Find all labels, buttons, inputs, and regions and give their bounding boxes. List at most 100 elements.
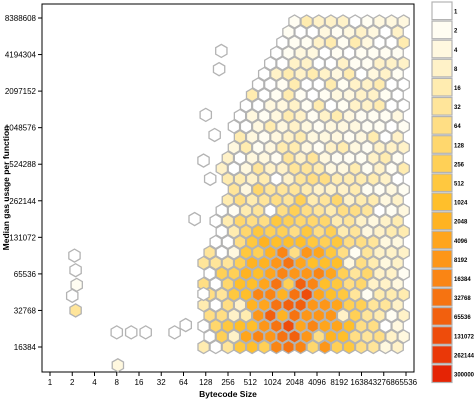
hex-cell xyxy=(306,171,320,187)
hex-cell xyxy=(385,140,398,155)
legend-swatch xyxy=(431,345,453,364)
legend-swatch xyxy=(431,230,453,250)
hex-cell xyxy=(300,56,313,71)
hex-cell xyxy=(361,266,374,281)
hex-cell xyxy=(209,297,223,313)
hex-cell xyxy=(276,224,289,239)
y-axis-title: Median gas usage per function xyxy=(1,126,11,251)
hex-cell xyxy=(373,224,386,239)
hex-cell xyxy=(318,213,332,229)
hex-cell xyxy=(318,150,332,166)
hex-cell xyxy=(294,318,307,334)
hex-cell xyxy=(348,98,362,113)
hex-cell xyxy=(221,318,235,334)
hex-cell xyxy=(379,171,392,187)
hex-cell xyxy=(391,171,404,187)
x-tick-label: 512 xyxy=(244,378,258,387)
hex-cell xyxy=(215,245,229,260)
hex-cell xyxy=(199,107,213,123)
hex-cell xyxy=(282,108,295,124)
hex-cell xyxy=(391,234,404,250)
y-tick-label: 262144 xyxy=(9,197,36,206)
hex-cell xyxy=(264,119,277,134)
hex-cell xyxy=(312,245,326,260)
legend-label: 131072 xyxy=(454,334,474,340)
hex-cell xyxy=(209,234,223,250)
hex-cell xyxy=(294,213,307,229)
legend-label: 4096 xyxy=(454,239,468,245)
hex-cell xyxy=(221,213,235,229)
hex-cell xyxy=(361,203,374,218)
hex-cell xyxy=(385,308,398,323)
hex-cell xyxy=(288,308,301,323)
hex-cell xyxy=(354,213,368,229)
hex-cell xyxy=(348,182,362,197)
legend-swatch xyxy=(431,364,453,384)
hex-cell xyxy=(264,140,277,155)
hex-cell xyxy=(306,339,320,355)
hex-cell xyxy=(264,56,277,71)
hex-cell xyxy=(233,108,247,124)
hex-cell xyxy=(215,203,229,218)
hex-cell xyxy=(385,245,398,260)
hex-cell xyxy=(68,248,81,263)
hex-cell xyxy=(367,339,380,355)
hex-cell xyxy=(354,171,368,187)
hex-cell xyxy=(270,129,283,145)
hex-cell xyxy=(342,24,356,40)
hex-cell xyxy=(306,129,320,145)
hex-cell xyxy=(354,150,368,166)
hex-cell xyxy=(276,287,289,302)
hex-cell xyxy=(124,325,138,340)
hex-cell xyxy=(361,98,374,113)
hex-cell xyxy=(318,87,332,103)
hex-cell xyxy=(373,308,386,323)
hex-cell xyxy=(397,14,410,29)
hex-cell xyxy=(215,43,228,59)
hex-cell xyxy=(257,255,271,271)
x-tick-label: 4 xyxy=(92,378,97,387)
hex-cell xyxy=(342,129,356,145)
hex-cell xyxy=(336,35,350,50)
hex-cell xyxy=(312,182,326,197)
hex-cell xyxy=(342,87,356,103)
hex-cell xyxy=(288,77,301,92)
hex-cell xyxy=(110,325,124,340)
legend-label: 32 xyxy=(454,105,461,111)
hex-cell xyxy=(227,329,241,344)
hex-cell xyxy=(397,140,410,155)
hex-cell xyxy=(318,339,332,355)
legend-label: 32768 xyxy=(454,296,471,302)
hex-cell xyxy=(318,66,332,82)
y-tick-label: 32768 xyxy=(14,306,37,315)
hex-cell xyxy=(330,213,344,229)
x-axis-title: Bytecode Size xyxy=(199,389,257,399)
hex-cell xyxy=(300,329,313,344)
hex-cell xyxy=(324,119,338,134)
hex-cell xyxy=(367,297,380,313)
hex-cell xyxy=(342,318,356,334)
hex-cell xyxy=(379,213,392,229)
hex-cell xyxy=(257,318,271,334)
hex-cell xyxy=(312,119,326,134)
hex-cell xyxy=(385,329,398,344)
hex-cell xyxy=(221,276,235,292)
hex-cell xyxy=(330,276,344,292)
hex-cell xyxy=(233,171,247,187)
y-tick-label: 8388608 xyxy=(5,14,37,23)
hex-cell xyxy=(288,287,301,302)
hex-cell xyxy=(197,286,210,302)
hex-cell xyxy=(330,297,344,313)
hex-cell xyxy=(203,329,216,344)
legend-label: 512 xyxy=(454,181,465,187)
y-axis: 16384 32768 65536 131072 262144 524288 1048576… xyxy=(5,14,42,352)
hex-cell xyxy=(300,266,313,281)
hex-cell xyxy=(330,339,344,355)
hex-cell xyxy=(348,329,362,344)
hex-cell xyxy=(282,297,295,313)
hex-cell xyxy=(227,224,241,239)
hex-cell xyxy=(348,287,362,302)
hex-cell xyxy=(270,297,283,313)
hex-cell xyxy=(397,287,410,302)
hex-cell xyxy=(391,129,404,145)
